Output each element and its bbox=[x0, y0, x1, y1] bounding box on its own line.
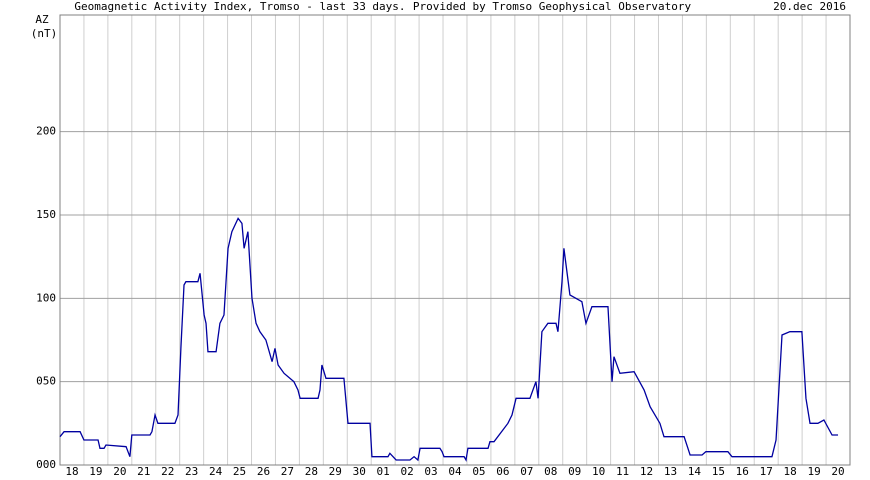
y-tick-label: 150 bbox=[36, 208, 56, 221]
x-tick-label: 11 bbox=[616, 465, 629, 478]
x-tick-label: 12 bbox=[640, 465, 653, 478]
plot-frame bbox=[59, 14, 851, 466]
x-tick-label: 26 bbox=[257, 465, 270, 478]
x-tick-label: 15 bbox=[712, 465, 725, 478]
x-tick-label: 23 bbox=[185, 465, 198, 478]
x-tick-label: 09 bbox=[568, 465, 581, 478]
x-tick-label: 25 bbox=[233, 465, 246, 478]
x-tick-label: 30 bbox=[353, 465, 366, 478]
x-tick-label: 06 bbox=[496, 465, 509, 478]
x-tick-label: 21 bbox=[137, 465, 150, 478]
y-axis-label: AZ bbox=[35, 13, 49, 26]
x-tick-label: 27 bbox=[281, 465, 294, 478]
y-tick-label: 100 bbox=[36, 291, 56, 304]
chart-subtitle: Provided by Tromso Geophysical Observato… bbox=[413, 0, 692, 13]
x-tick-label: 14 bbox=[688, 465, 702, 478]
y-tick-label: 000 bbox=[36, 458, 56, 471]
x-tick-label: 02 bbox=[400, 465, 413, 478]
x-tick-label: 20 bbox=[113, 465, 126, 478]
y-axis-unit: (nT) bbox=[31, 27, 58, 40]
x-tick-label: 28 bbox=[305, 465, 318, 478]
x-tick-label: 18 bbox=[784, 465, 797, 478]
x-tick-label: 08 bbox=[544, 465, 557, 478]
x-tick-label: 04 bbox=[448, 465, 462, 478]
x-tick-label: 13 bbox=[664, 465, 677, 478]
chart-date: 20.dec 2016 bbox=[773, 0, 846, 13]
x-tick-label: 07 bbox=[520, 465, 533, 478]
x-tick-label: 10 bbox=[592, 465, 605, 478]
x-tick-label: 20 bbox=[831, 465, 844, 478]
y-tick-label: 200 bbox=[36, 125, 56, 138]
chart-title: Geomagnetic Activity Index, Tromso - las… bbox=[74, 0, 405, 13]
x-tick-label: 17 bbox=[760, 465, 773, 478]
x-tick-label: 19 bbox=[89, 465, 102, 478]
x-tick-label: 24 bbox=[209, 465, 223, 478]
x-tick-label: 03 bbox=[424, 465, 437, 478]
x-tick-label: 05 bbox=[472, 465, 485, 478]
x-tick-label: 19 bbox=[807, 465, 820, 478]
x-tick-label: 22 bbox=[161, 465, 174, 478]
x-tick-label: 01 bbox=[377, 465, 390, 478]
x-tick-label: 29 bbox=[329, 465, 342, 478]
x-tick-label: 16 bbox=[736, 465, 749, 478]
x-tick-label: 18 bbox=[65, 465, 78, 478]
data-line bbox=[59, 217, 839, 462]
y-tick-label: 050 bbox=[36, 375, 56, 388]
